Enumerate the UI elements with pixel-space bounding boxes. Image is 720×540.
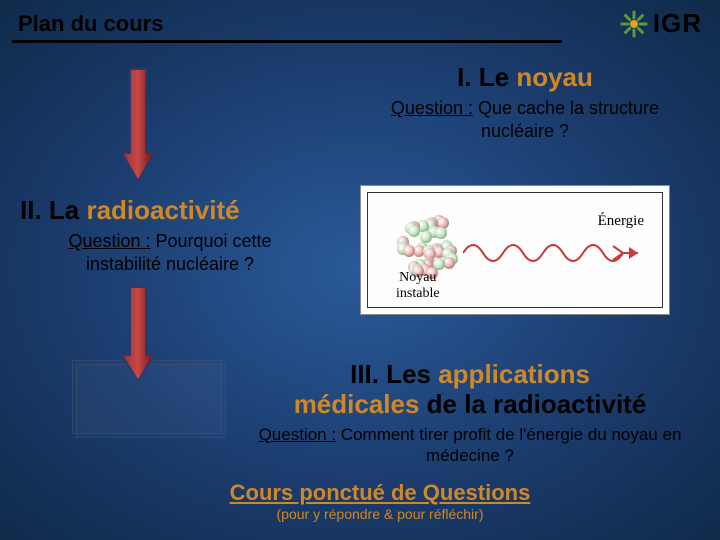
arrow-2-icon — [118, 283, 158, 385]
section-1: I. Le noyau Question : Que cache la stru… — [360, 62, 690, 142]
section-2-question: Question : Pourquoi cette instabilité nu… — [20, 230, 320, 275]
section-2: II. La radioactivité Question : Pourquoi… — [20, 195, 320, 275]
footer-main: Cours ponctué de Questions — [180, 480, 580, 506]
arrow-1-icon — [118, 65, 158, 185]
footer: Cours ponctué de Questions (pour y répon… — [180, 480, 580, 522]
label-energie: Énergie — [598, 213, 644, 230]
page-title: Plan du cours — [18, 11, 163, 37]
section-2-heading: II. La radioactivité — [20, 195, 320, 226]
logo: IGR — [619, 8, 702, 39]
logo-text: IGR — [653, 8, 702, 39]
header: Plan du cours IGR — [0, 0, 720, 43]
nucleus-diagram: Énergie Noyau instable — [360, 185, 670, 315]
label-noyau: Noyau instable — [396, 270, 440, 301]
section-3: III. Les applications médicales de la ra… — [250, 360, 690, 466]
section-1-question: Question : Que cache la structure nucléa… — [360, 97, 690, 142]
title-underline — [12, 40, 562, 43]
energy-wave-icon — [463, 233, 653, 273]
section-1-heading: I. Le noyau — [360, 62, 690, 93]
section-3-heading: III. Les applications médicales de la ra… — [250, 360, 690, 420]
section-3-question: Question : Comment tirer profit de l'éne… — [250, 424, 690, 467]
logo-icon — [619, 9, 649, 39]
diagram-frame: Énergie Noyau instable — [367, 192, 663, 308]
footer-sub: (pour y répondre & pour réfléchir) — [180, 506, 580, 522]
